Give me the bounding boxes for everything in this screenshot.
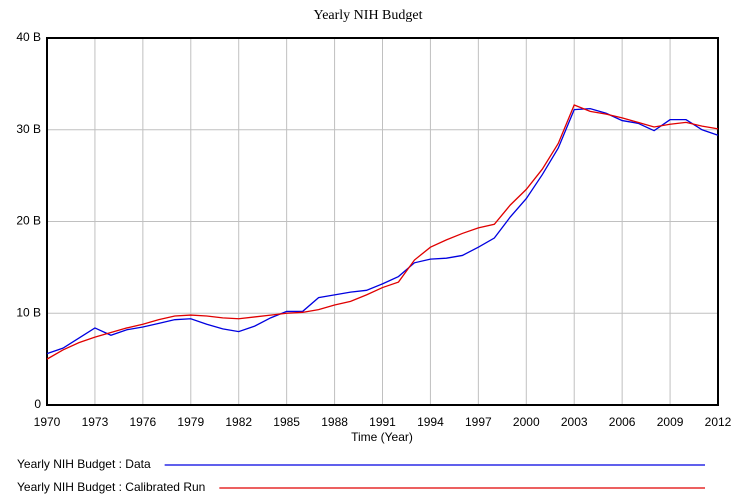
y-tick-label: 30 B (16, 122, 41, 136)
y-tick-label: 0 (34, 397, 41, 411)
x-tick-label: 1985 (273, 415, 300, 429)
y-tick-label: 20 B (16, 214, 41, 228)
x-tick-label: 1976 (130, 415, 157, 429)
data-line (46, 104, 719, 360)
chart-title: Yearly NIH Budget (313, 8, 422, 23)
data-line (46, 107, 719, 355)
x-tick-label: 1991 (369, 415, 396, 429)
x-tick-label: 1988 (321, 415, 348, 429)
x-tick-label: 2006 (609, 415, 636, 429)
legend-label: Yearly NIH Budget : Data (17, 457, 151, 471)
x-tick-label: 2003 (561, 415, 588, 429)
x-tick-label: 2009 (657, 415, 684, 429)
x-tick-label: 1997 (465, 415, 492, 429)
y-tick-label: 10 B (16, 305, 41, 319)
x-tick-label: 1994 (417, 415, 444, 429)
x-tick-label: 1982 (225, 415, 252, 429)
y-tick-label: 40 B (16, 30, 41, 44)
x-axis-label: Time (Year) (351, 430, 413, 444)
x-tick-label: 1973 (82, 415, 109, 429)
x-tick-label: 2000 (513, 415, 540, 429)
plot-frame (46, 37, 719, 406)
x-tick-label: 2012 (705, 415, 732, 429)
legend-label: Yearly NIH Budget : Calibrated Run (17, 480, 205, 494)
x-tick-label: 1970 (34, 415, 61, 429)
x-tick-label: 1979 (177, 415, 204, 429)
